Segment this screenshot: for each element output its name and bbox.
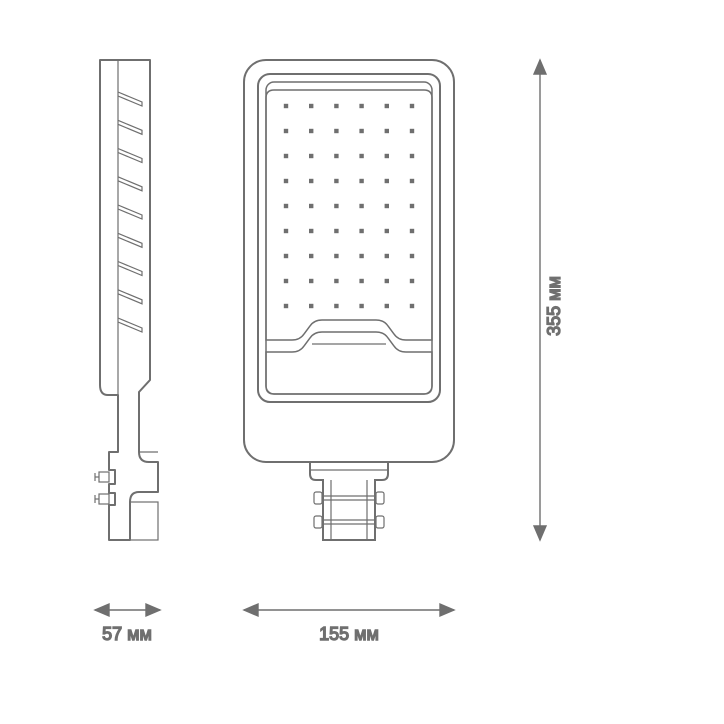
- led-dot: [359, 179, 363, 183]
- led-dot: [334, 279, 338, 283]
- led-dot: [284, 254, 288, 258]
- led-dot: [309, 229, 313, 233]
- heatsink-fin: [118, 290, 142, 304]
- led-dot: [359, 279, 363, 283]
- heatsink-fin: [118, 205, 142, 219]
- led-dot: [359, 304, 363, 308]
- led-dot: [284, 179, 288, 183]
- led-dot: [284, 154, 288, 158]
- led-dot: [410, 129, 414, 133]
- led-dot: [410, 179, 414, 183]
- led-dot: [334, 304, 338, 308]
- led-dot: [284, 204, 288, 208]
- heatsink-fin: [118, 318, 142, 332]
- led-dot: [284, 229, 288, 233]
- led-dot: [284, 104, 288, 108]
- led-dot: [309, 129, 313, 133]
- led-dot: [385, 254, 389, 258]
- led-dot: [359, 154, 363, 158]
- led-dot: [359, 254, 363, 258]
- led-dot: [359, 129, 363, 133]
- heatsink-fin: [118, 262, 142, 276]
- led-dot: [334, 104, 338, 108]
- led-dot: [410, 154, 414, 158]
- led-dot: [385, 104, 389, 108]
- led-dot: [385, 179, 389, 183]
- led-dot: [410, 279, 414, 283]
- dimension-diagram: 355 мм 155 мм 57 мм: [0, 0, 724, 724]
- led-dot: [334, 179, 338, 183]
- side-view: [95, 60, 158, 540]
- heatsink-fin: [118, 120, 142, 134]
- led-dot: [385, 129, 389, 133]
- led-dot: [334, 204, 338, 208]
- led-dot: [309, 304, 313, 308]
- front-view: [244, 60, 454, 540]
- front-width-label: 155 мм: [319, 624, 379, 644]
- led-dot: [284, 304, 288, 308]
- heatsink-fin: [118, 177, 142, 191]
- led-dot: [309, 179, 313, 183]
- led-dot: [334, 229, 338, 233]
- side-width-label: 57 мм: [102, 624, 152, 644]
- led-dot: [410, 229, 414, 233]
- led-dot: [309, 154, 313, 158]
- dimension-front-width: 155 мм: [244, 604, 454, 644]
- led-dot: [385, 279, 389, 283]
- dimension-height: 355 мм: [534, 60, 564, 540]
- led-dot: [410, 104, 414, 108]
- led-dot: [385, 154, 389, 158]
- height-label: 355 мм: [544, 276, 564, 336]
- dimension-side-width: 57 мм: [95, 604, 160, 644]
- led-dot: [410, 304, 414, 308]
- led-dot: [334, 154, 338, 158]
- heatsink-fin: [118, 233, 142, 247]
- led-dot: [359, 204, 363, 208]
- led-dot: [284, 279, 288, 283]
- led-dot: [334, 254, 338, 258]
- led-dot: [334, 129, 338, 133]
- heatsink-fin: [118, 149, 142, 163]
- led-dot: [359, 229, 363, 233]
- led-dot: [410, 204, 414, 208]
- led-dot: [385, 229, 389, 233]
- led-dot: [309, 204, 313, 208]
- led-dot: [359, 104, 363, 108]
- led-dot: [309, 279, 313, 283]
- led-dot: [309, 104, 313, 108]
- led-dot: [309, 254, 313, 258]
- led-dot: [284, 129, 288, 133]
- heatsink-fin: [118, 92, 142, 106]
- led-dot: [385, 304, 389, 308]
- led-dot: [385, 204, 389, 208]
- led-dot: [410, 254, 414, 258]
